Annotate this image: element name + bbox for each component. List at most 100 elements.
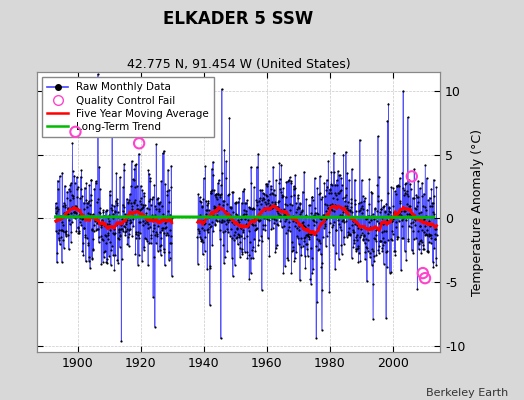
Point <box>391 252 399 258</box>
Point <box>117 226 125 232</box>
Point <box>110 231 118 237</box>
Point <box>209 227 217 234</box>
Point <box>273 203 281 210</box>
Point <box>390 248 399 255</box>
Point <box>312 210 321 216</box>
Point <box>307 281 315 287</box>
Point <box>270 192 279 198</box>
Point <box>409 250 417 256</box>
Point <box>385 208 394 214</box>
Point <box>390 209 398 216</box>
Point <box>367 262 376 268</box>
Point <box>298 220 306 226</box>
Point <box>246 205 254 211</box>
Point <box>309 266 317 272</box>
Point <box>289 218 298 224</box>
Point <box>285 219 293 226</box>
Point <box>408 212 416 218</box>
Point <box>233 226 242 232</box>
Point <box>204 200 212 206</box>
Point <box>86 192 95 198</box>
Point <box>80 224 88 231</box>
Point <box>133 183 141 190</box>
Point <box>290 192 298 198</box>
Point <box>201 206 210 213</box>
Point <box>157 235 165 242</box>
Point <box>336 227 345 233</box>
Point <box>397 211 405 218</box>
Point <box>334 168 342 174</box>
Point <box>292 209 301 216</box>
Point <box>53 259 61 266</box>
Point <box>398 185 407 191</box>
Point <box>270 186 278 193</box>
Point <box>85 182 93 188</box>
Point <box>323 202 331 208</box>
Point <box>232 199 241 205</box>
Point <box>274 210 282 216</box>
Point <box>66 187 74 194</box>
Point <box>70 209 78 215</box>
Point <box>145 170 154 177</box>
Point <box>393 183 401 190</box>
Point <box>301 224 309 230</box>
Point <box>385 205 394 212</box>
Point <box>72 194 81 200</box>
Point <box>213 212 221 218</box>
Point <box>84 198 93 205</box>
Point <box>91 218 99 224</box>
Point <box>333 203 341 210</box>
Point <box>419 246 428 252</box>
Point <box>353 246 362 252</box>
Point <box>79 214 87 221</box>
Point <box>193 260 202 267</box>
Point <box>159 246 168 253</box>
Point <box>116 222 125 228</box>
Point <box>378 248 387 254</box>
Point <box>197 199 205 205</box>
Point <box>261 192 270 198</box>
Point <box>278 193 287 200</box>
Point <box>218 217 226 224</box>
Point <box>138 258 146 264</box>
Point <box>274 198 282 205</box>
Point <box>261 222 269 228</box>
Point <box>253 199 261 205</box>
Point <box>350 244 358 250</box>
Point <box>341 194 350 200</box>
Point <box>241 249 249 255</box>
Point <box>108 206 116 213</box>
Point <box>265 178 273 184</box>
Point <box>422 175 431 182</box>
Point <box>304 228 313 234</box>
Point <box>144 262 152 268</box>
Point <box>58 227 67 234</box>
Point <box>203 207 211 213</box>
Point <box>94 196 102 202</box>
Point <box>337 242 346 248</box>
Point <box>415 240 423 247</box>
Point <box>430 236 439 242</box>
Point <box>423 226 431 233</box>
Point <box>358 193 367 199</box>
Point <box>349 228 357 235</box>
Point <box>129 223 137 229</box>
Point <box>347 204 355 210</box>
Point <box>395 183 403 190</box>
Point <box>322 177 331 183</box>
Point <box>109 211 117 217</box>
Point <box>410 166 418 172</box>
Point <box>214 177 223 183</box>
Point <box>348 166 356 172</box>
Point <box>285 224 293 230</box>
Point <box>253 202 261 208</box>
Point <box>413 228 422 234</box>
Point <box>303 253 312 259</box>
Point <box>230 220 238 227</box>
Point <box>359 206 367 212</box>
Point <box>369 316 377 322</box>
Point <box>141 212 150 219</box>
Point <box>374 246 383 253</box>
Point <box>409 212 418 219</box>
Point <box>102 208 110 214</box>
